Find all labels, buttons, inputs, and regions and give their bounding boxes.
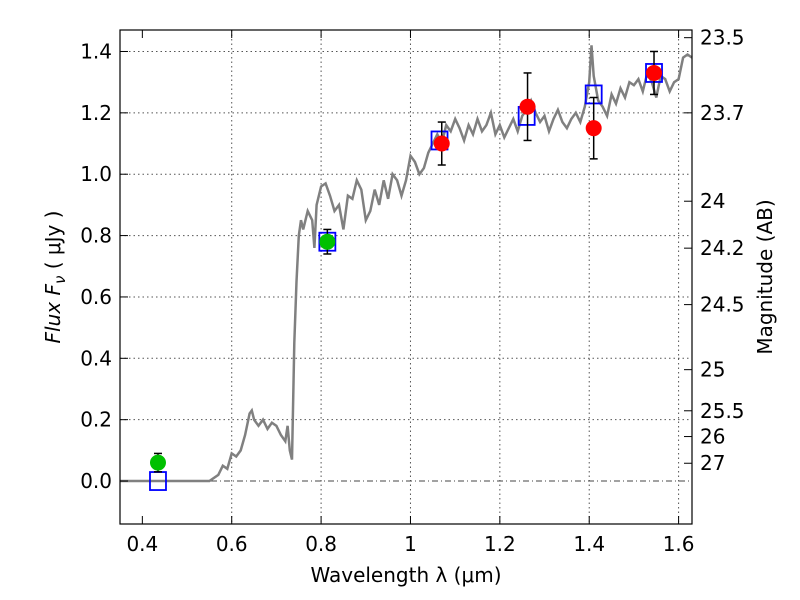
observed-green-point [149,454,166,471]
y-axis-label-subscript: ν [51,276,69,284]
observed-green-point [319,233,336,250]
model-sed-line [120,45,693,483]
y-tick-label: 1.2 [80,101,112,125]
observed-red-point [433,135,450,152]
x-tick-label: 1.4 [573,532,605,556]
data-marks [149,50,663,491]
magnitude-tick-label: 24.5 [700,293,745,317]
x-tick-label: 1.2 [484,532,516,556]
y-tick-label: 0.6 [80,285,112,309]
x-tick-label: 0.4 [126,532,158,556]
x-axis-label: Wavelength λ (μm) [310,563,501,587]
magnitude-tick-label: 24.2 [700,236,745,260]
y2-axis-label: Magnitude (AB) [753,199,777,354]
x-tick-label: 0.6 [216,532,248,556]
plot-frame [119,29,693,525]
y-tick-label: 1.0 [80,162,112,186]
magnitude-tick-label: 25 [700,358,725,382]
y-tick-label: 0.2 [80,408,112,432]
grid [120,30,692,524]
observed-red-point [585,120,602,137]
y-tick-label: 0.8 [80,224,112,248]
observed-red-point [519,98,536,115]
magnitude-tick-label: 26 [700,425,725,449]
observed-red-point [646,64,663,81]
y-axis-label-text: Flux F [41,284,65,344]
y-axis-label: Flux Fν ( μJy ) [41,211,69,344]
magnitude-tick-label: 25.5 [700,399,745,423]
axis-ticks: 0.4 0.6 0.8 1 1.2 1.4 1.6 0.0 0.2 0.4 0.6 0.8 1.0 1.2… [80,26,744,556]
y-axis-label-unit: ( μJy ) [41,211,65,276]
magnitude-tick-label: 23.5 [700,26,745,50]
x-tick-label: 1 [404,532,417,556]
y-tick-label: 0.4 [80,346,112,370]
magnitude-tick-label: 27 [700,451,725,475]
y-tick-label: 1.4 [80,39,112,63]
magnitude-tick-label: 24 [700,189,725,213]
x-tick-label: 1.6 [663,532,695,556]
magnitude-tick-label: 23.7 [700,101,745,125]
x-tick-label: 0.8 [305,532,337,556]
y-tick-label: 0.0 [80,469,112,493]
